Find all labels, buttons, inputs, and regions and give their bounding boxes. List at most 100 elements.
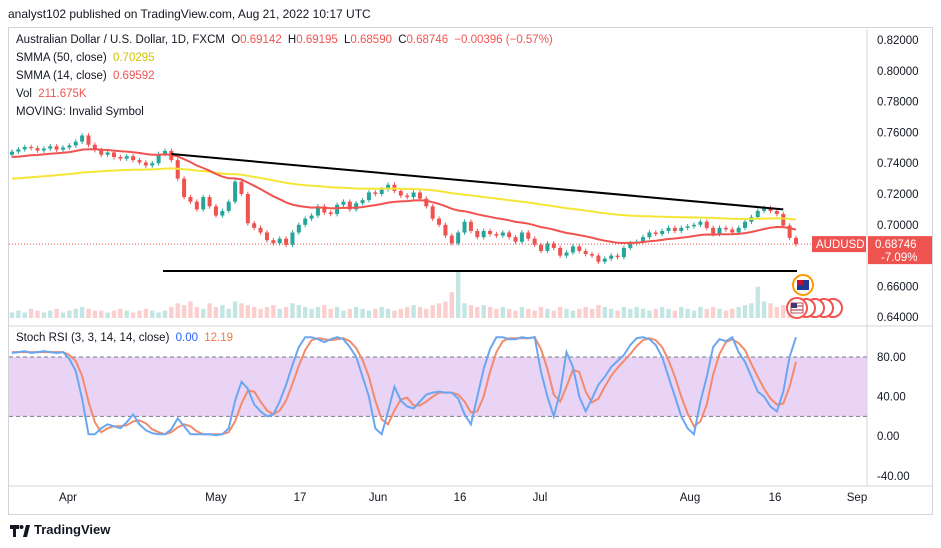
footer-brand-label: TradingView <box>34 522 111 537</box>
candle-body <box>717 227 722 235</box>
candle-body <box>315 206 320 216</box>
volume-bar <box>41 312 47 318</box>
volume-bar <box>9 312 15 318</box>
volume-bar <box>475 306 480 318</box>
volume-bar <box>430 305 435 318</box>
candle-body <box>653 232 658 235</box>
candle-body <box>405 195 410 198</box>
price-tag-price: 0.68746 <box>875 239 917 251</box>
volume-bar <box>239 303 244 318</box>
candle-body <box>220 210 225 216</box>
legend-volume: Vol 211.675K <box>16 88 90 100</box>
candle-body <box>29 147 34 149</box>
legend-high-label: H <box>287 34 297 46</box>
candle-body <box>641 237 646 242</box>
candle-body <box>111 152 116 158</box>
volume-bar <box>309 308 314 318</box>
volume-bar <box>538 306 544 318</box>
volume-bar <box>322 305 327 318</box>
legend-low-label: L <box>344 34 351 46</box>
candle-body <box>602 258 607 262</box>
volume-bar <box>156 312 161 318</box>
volume-bar <box>679 306 684 318</box>
volume-bar <box>130 312 136 318</box>
volume-bar <box>424 308 429 318</box>
candle-body <box>67 145 72 148</box>
volume-bar <box>545 308 550 318</box>
volume-bar <box>443 301 448 318</box>
candle-body <box>328 212 333 215</box>
candle-body <box>794 237 798 245</box>
price-tag-symbol: AUDUSD <box>816 239 865 251</box>
volume-bar <box>666 308 671 318</box>
candle-body <box>373 192 378 194</box>
volume-bar <box>462 303 467 318</box>
candle-body <box>10 151 14 155</box>
candle-body <box>296 224 301 233</box>
time-tick-label: 16 <box>454 492 467 504</box>
volume-bar <box>162 310 168 318</box>
volume-bar <box>500 306 505 318</box>
legend-smma50-value: 0.70295 <box>112 52 155 64</box>
volume-bar <box>379 306 384 318</box>
chart-frame <box>8 27 933 515</box>
candle-body <box>558 247 563 256</box>
volume-bar <box>685 308 690 318</box>
volume-bar <box>710 306 716 318</box>
volume-bar <box>513 310 518 318</box>
volume-bar <box>570 310 576 318</box>
candle-body <box>213 206 218 216</box>
candle-body <box>156 153 161 164</box>
candle-body <box>583 250 588 255</box>
candle-body <box>755 210 760 218</box>
candle-body <box>500 232 505 236</box>
candle-body <box>239 181 244 194</box>
volume-bar <box>577 308 582 318</box>
volume-bar <box>589 308 595 318</box>
candle-body <box>73 141 78 146</box>
volume-bar <box>181 305 187 318</box>
legend-vol-label: Vol <box>16 88 32 100</box>
volume-bar <box>481 305 486 318</box>
candle-body <box>660 230 665 235</box>
volume-bar <box>468 305 474 318</box>
volume-bar <box>328 308 333 318</box>
candle-body <box>488 230 493 235</box>
volume-bar <box>194 306 200 318</box>
candle-body <box>150 163 155 166</box>
candle-body <box>551 243 556 248</box>
candle-body <box>341 201 346 205</box>
candle-body <box>290 232 295 245</box>
volume-bar <box>277 308 282 318</box>
candle-body <box>137 160 142 163</box>
volume-bar <box>245 305 251 318</box>
candle-body <box>647 232 652 238</box>
candle-body <box>513 237 518 242</box>
volume-bar <box>220 305 225 318</box>
candle-body <box>787 225 792 238</box>
volume-bar <box>73 308 78 318</box>
candle-body <box>564 252 569 256</box>
candle-body <box>417 192 422 199</box>
legend-smma14-label: SMMA (14, close) <box>16 70 107 82</box>
candle-body <box>188 197 193 202</box>
candle-body <box>201 197 206 210</box>
candle-body <box>679 227 684 231</box>
smma50-line <box>11 167 797 221</box>
volume-bar <box>761 301 767 318</box>
volume-bar <box>602 306 607 318</box>
candle-body <box>86 135 91 145</box>
volume-bar <box>506 308 512 318</box>
candle-body <box>730 229 735 233</box>
candle-body <box>131 156 136 161</box>
volume-bar <box>557 306 563 318</box>
footer-brand[interactable]: TradingView <box>10 522 110 537</box>
candle-body <box>22 147 27 150</box>
candle-body <box>226 201 231 211</box>
price-tick-label: 0.74000 <box>877 158 919 170</box>
time-tick-label: Jun <box>369 492 388 504</box>
volume-bar <box>494 308 499 318</box>
candle-body <box>245 194 250 224</box>
stoch-tick-label: 0.00 <box>877 431 899 443</box>
